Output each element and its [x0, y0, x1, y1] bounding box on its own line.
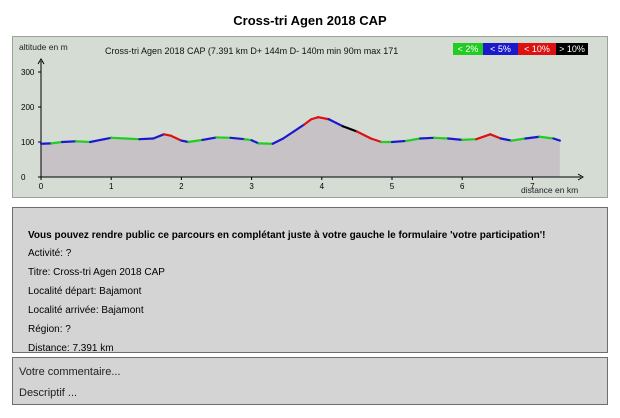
- y-tick-label: 200: [21, 103, 35, 112]
- x-axis-arrow: [577, 173, 584, 181]
- region-field: Région: ?: [28, 324, 71, 335]
- profile-segment: [390, 139, 408, 144]
- legend-swatch: [518, 43, 556, 55]
- profile-segment: [418, 136, 436, 140]
- profile-segment: [271, 137, 285, 145]
- profile-segment: [475, 133, 492, 141]
- profile-segment: [103, 136, 113, 141]
- x-tick-label: 1: [109, 182, 114, 191]
- comment-panel[interactable]: Votre commentaire... Descriptif ...: [12, 357, 608, 405]
- profile-segment: [317, 116, 330, 121]
- legend-label: < 5%: [490, 44, 511, 54]
- profile-segment: [74, 140, 92, 144]
- profile-segment: [538, 135, 555, 140]
- profile-segment: [552, 137, 561, 142]
- profile-segment: [524, 135, 541, 140]
- x-tick-label: 3: [249, 182, 254, 191]
- x-tick-label: 4: [320, 182, 325, 191]
- x-tick-label: 5: [390, 182, 395, 191]
- distance-field: Distance: 7.391 km: [28, 343, 114, 354]
- legend-swatch: [453, 43, 483, 55]
- profile-segment: [180, 139, 190, 144]
- profile-segment: [60, 140, 78, 144]
- profile-segment: [404, 137, 422, 143]
- x-tick-label: 7: [530, 182, 535, 191]
- x-axis-label: distance en km: [521, 185, 578, 195]
- profile-segment: [303, 118, 313, 126]
- start-location-field: Localité départ: Bajamont: [28, 286, 142, 297]
- x-tick-label: 2: [179, 182, 184, 191]
- page-title: Cross-tri Agen 2018 CAP: [233, 13, 387, 28]
- profile-segment: [187, 138, 204, 144]
- profile-segment: [489, 133, 502, 140]
- profile-segment: [162, 133, 172, 137]
- profile-segment: [282, 130, 295, 140]
- legend-label: > 10%: [559, 44, 585, 54]
- profile-segment: [510, 137, 527, 142]
- y-axis-label: altitude en m: [19, 42, 68, 52]
- profile-segment: [201, 136, 218, 142]
- y-axis-arrow: [37, 58, 45, 65]
- description-input[interactable]: Descriptif ...: [19, 387, 78, 399]
- x-tick-label: 6: [460, 182, 465, 191]
- profile-segment: [341, 125, 358, 133]
- profile-segment: [447, 137, 464, 142]
- profile-segment: [124, 137, 141, 141]
- comment-input[interactable]: Votre commentaire...: [19, 366, 121, 378]
- legend-label: < 10%: [524, 44, 550, 54]
- profile-segment: [89, 138, 106, 144]
- profile-segment: [355, 130, 373, 140]
- profile-segment: [243, 138, 253, 142]
- profile-segment: [310, 116, 320, 121]
- elevation-area: [41, 117, 560, 177]
- public-route-notice: Vous pouvez rendre public ce parcours en…: [28, 230, 546, 241]
- profile-segment: [327, 118, 344, 128]
- legend-label: < 2%: [458, 44, 479, 54]
- profile-segment: [169, 134, 183, 142]
- elevation-profile-svg: 0 1 2 3 4 5 6 7 0 100 200 300 altitude en m distance …: [19, 42, 588, 195]
- legend-swatch: [483, 43, 518, 55]
- profile-segment: [369, 137, 383, 144]
- activity-field: Activité: ?: [28, 248, 72, 259]
- route-summary: Cross-tri Agen 2018 CAP (7.391 km D+ 144…: [105, 46, 398, 56]
- profile-segment: [499, 137, 513, 142]
- legend-swatch: [556, 43, 588, 55]
- profile-segment: [433, 136, 450, 140]
- profile-segment: [152, 133, 165, 140]
- y-tick-label: 100: [21, 138, 35, 147]
- profile-segment: [250, 139, 260, 145]
- x-tick-label: 0: [39, 182, 44, 191]
- y-tick-label: 300: [21, 68, 35, 77]
- profile-segment: [50, 140, 64, 145]
- profile-segment: [110, 136, 127, 140]
- y-tick-label: 0: [21, 173, 26, 182]
- elevation-profile-chart: 0 1 2 3 4 5 6 7 0 100 200 300 altitude en m distance …: [12, 36, 608, 198]
- route-title-field: Titre: Cross-tri Agen 2018 CAP: [28, 267, 165, 278]
- profile-segment: [229, 136, 246, 141]
- profile-segment: [292, 123, 306, 133]
- profile-segment: [461, 138, 478, 142]
- route-info-panel: Vous pouvez rendre public ce parcours en…: [12, 207, 608, 354]
- end-location-field: Localité arrivée: Bajamont: [28, 305, 144, 316]
- profile-segment: [138, 137, 155, 141]
